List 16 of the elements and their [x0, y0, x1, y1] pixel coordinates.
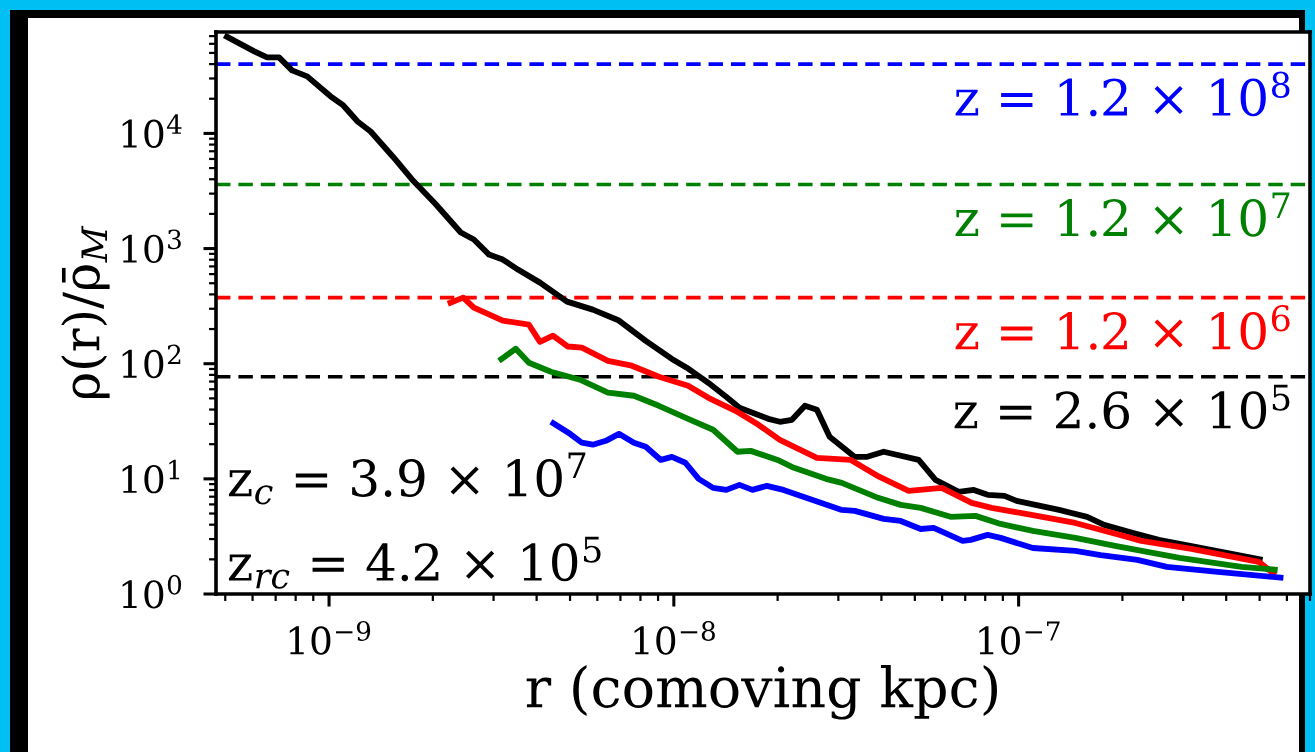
annotation: z$_{c}$ = 3.9 × 10$^{7}$ [228, 452, 586, 505]
y-tick-label: 10$^{0}$ [122, 574, 182, 609]
annotation: z = 2.6 × 10$^{5}$ [954, 384, 1290, 430]
annotation: z = 1.2 × 10$^{7}$ [955, 192, 1290, 237]
x-tick-label: 10$^{−7}$ [979, 621, 1060, 655]
y-tick-label: 10$^{3}$ [122, 229, 181, 264]
annotation: z$_{rc}$ = 4.2 × 10$^{5}$ [228, 536, 601, 589]
annotation: z = 1.2 × 10$^{6}$ [955, 304, 1290, 350]
annotation: z = 1.2 × 10$^{8}$ [955, 71, 1290, 117]
y-tick-label: 10$^{2}$ [122, 344, 181, 379]
y-tick-label: 10$^{4}$ [122, 114, 182, 148]
y-axis-title: ρ(r)/ρ̄$_{M}$ [61, 225, 110, 399]
x-tick-label: 10$^{−8}$ [634, 621, 715, 655]
y-tick-label: 10$^{1}$ [122, 459, 180, 494]
x-axis-title: r (comoving kpc) [526, 665, 997, 720]
x-tick-label: 10$^{−9}$ [289, 621, 371, 655]
